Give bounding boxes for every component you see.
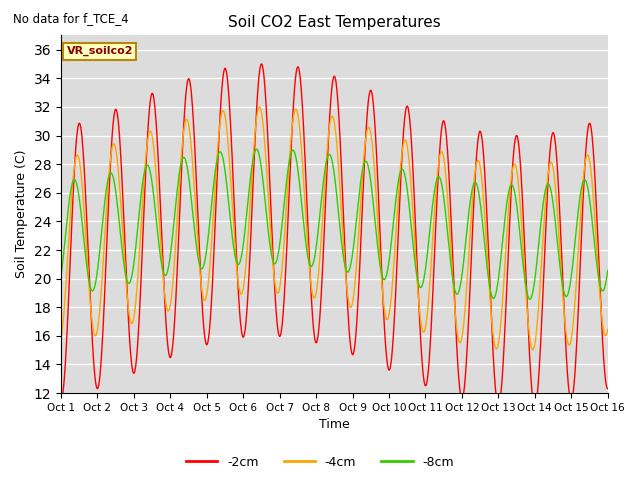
-4cm [88,321,96,326]
Title: Soil CO2 East Temperatures: Soil CO2 East Temperatures [228,15,441,30]
-4cm [431,209,438,215]
-4cm [57,336,65,342]
-4cm [262,155,269,161]
-8cm [262,205,269,211]
Legend: -2cm, -4cm, -8cm: -2cm, -4cm, -8cm [181,451,459,474]
-8cm [284,174,291,180]
-2cm [174,256,182,262]
Text: No data for f_TCE_4: No data for f_TCE_4 [13,12,129,25]
-2cm [531,404,539,410]
-8cm [280,199,288,205]
-4cm [284,193,291,199]
-4cm [174,208,182,214]
-2cm [280,292,288,298]
-8cm [57,274,65,279]
-8cm [253,146,260,152]
-8cm [174,183,182,189]
Line: -8cm: -8cm [61,149,608,299]
-2cm [88,337,96,343]
-8cm [88,288,96,294]
Line: -2cm: -2cm [61,64,608,407]
-4cm [280,235,288,241]
-4cm [529,347,536,353]
-2cm [57,398,65,404]
-2cm [262,98,269,104]
Line: -4cm: -4cm [61,107,608,350]
Y-axis label: Soil Temperature (C): Soil Temperature (C) [15,150,28,278]
X-axis label: Time: Time [319,419,349,432]
Text: VR_soilco2: VR_soilco2 [67,46,133,56]
-4cm [255,104,263,110]
-8cm [604,268,612,274]
-8cm [526,296,534,302]
-2cm [431,252,438,258]
-4cm [604,326,612,332]
-2cm [284,238,291,243]
-2cm [604,386,612,392]
-2cm [258,61,266,67]
-8cm [431,188,438,193]
